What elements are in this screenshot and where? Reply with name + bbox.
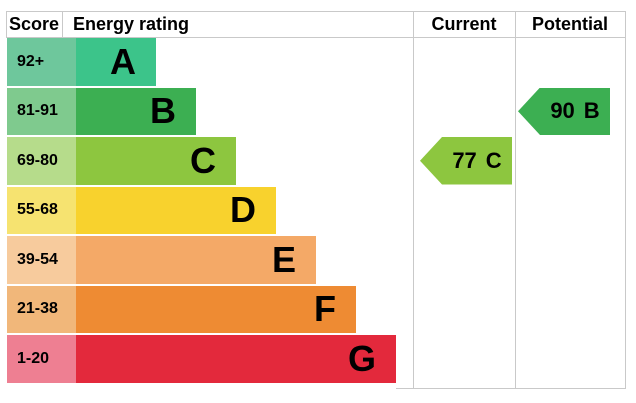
score-range-label: 69-80 bbox=[7, 137, 76, 185]
potential-band-letter: B bbox=[583, 98, 600, 124]
energy-band-row-b: 81-91 B bbox=[7, 87, 396, 135]
band-bar-a: A bbox=[76, 38, 156, 86]
band-bar-g: G bbox=[76, 335, 396, 383]
bottom-border-line bbox=[396, 388, 626, 389]
column-header-potential: Potential bbox=[531, 14, 608, 34]
column-header-score: Score bbox=[8, 14, 60, 34]
header-underline bbox=[6, 37, 626, 38]
energy-band-row-d: 55-68 D bbox=[7, 186, 396, 234]
score-range-label: 81-91 bbox=[7, 87, 76, 135]
potential-column-divider bbox=[515, 11, 516, 389]
band-bar-d: D bbox=[76, 186, 276, 234]
score-range-label: 92+ bbox=[7, 38, 76, 86]
energy-band-row-f: 21-38 F bbox=[7, 285, 396, 333]
current-band-letter: C bbox=[485, 147, 502, 173]
current-score-value: 77 bbox=[452, 147, 477, 173]
score-column-divider bbox=[62, 11, 63, 38]
current-rating-arrow: 77 C bbox=[420, 137, 512, 185]
energy-band-row-c: 69-80 C bbox=[7, 137, 396, 185]
current-column-divider bbox=[413, 11, 414, 389]
energy-band-row-a: 92+ A bbox=[7, 38, 396, 86]
score-range-label: 55-68 bbox=[7, 186, 76, 234]
band-bar-b: B bbox=[76, 87, 196, 135]
top-border-line bbox=[6, 11, 626, 12]
score-range-label: 1-20 bbox=[7, 335, 76, 383]
score-range-label: 21-38 bbox=[7, 285, 76, 333]
band-bar-e: E bbox=[76, 236, 316, 284]
column-header-current: Current bbox=[431, 14, 497, 34]
score-range-label: 39-54 bbox=[7, 236, 76, 284]
left-border-line bbox=[6, 11, 7, 38]
potential-score-value: 90 bbox=[550, 98, 575, 124]
energy-band-row-e: 39-54 E bbox=[7, 236, 396, 284]
column-header-energy-rating: Energy rating bbox=[73, 14, 190, 34]
right-border-line bbox=[625, 11, 626, 389]
energy-band-rows: 92+ A 81-91 B 69-80 C 55-68 D 39-54 E 21-38 F 1-20 G bbox=[7, 38, 396, 385]
band-bar-c: C bbox=[76, 137, 236, 185]
band-bar-f: F bbox=[76, 285, 356, 333]
energy-band-row-g: 1-20 G bbox=[7, 335, 396, 383]
potential-rating-arrow: 90 B bbox=[518, 87, 610, 135]
